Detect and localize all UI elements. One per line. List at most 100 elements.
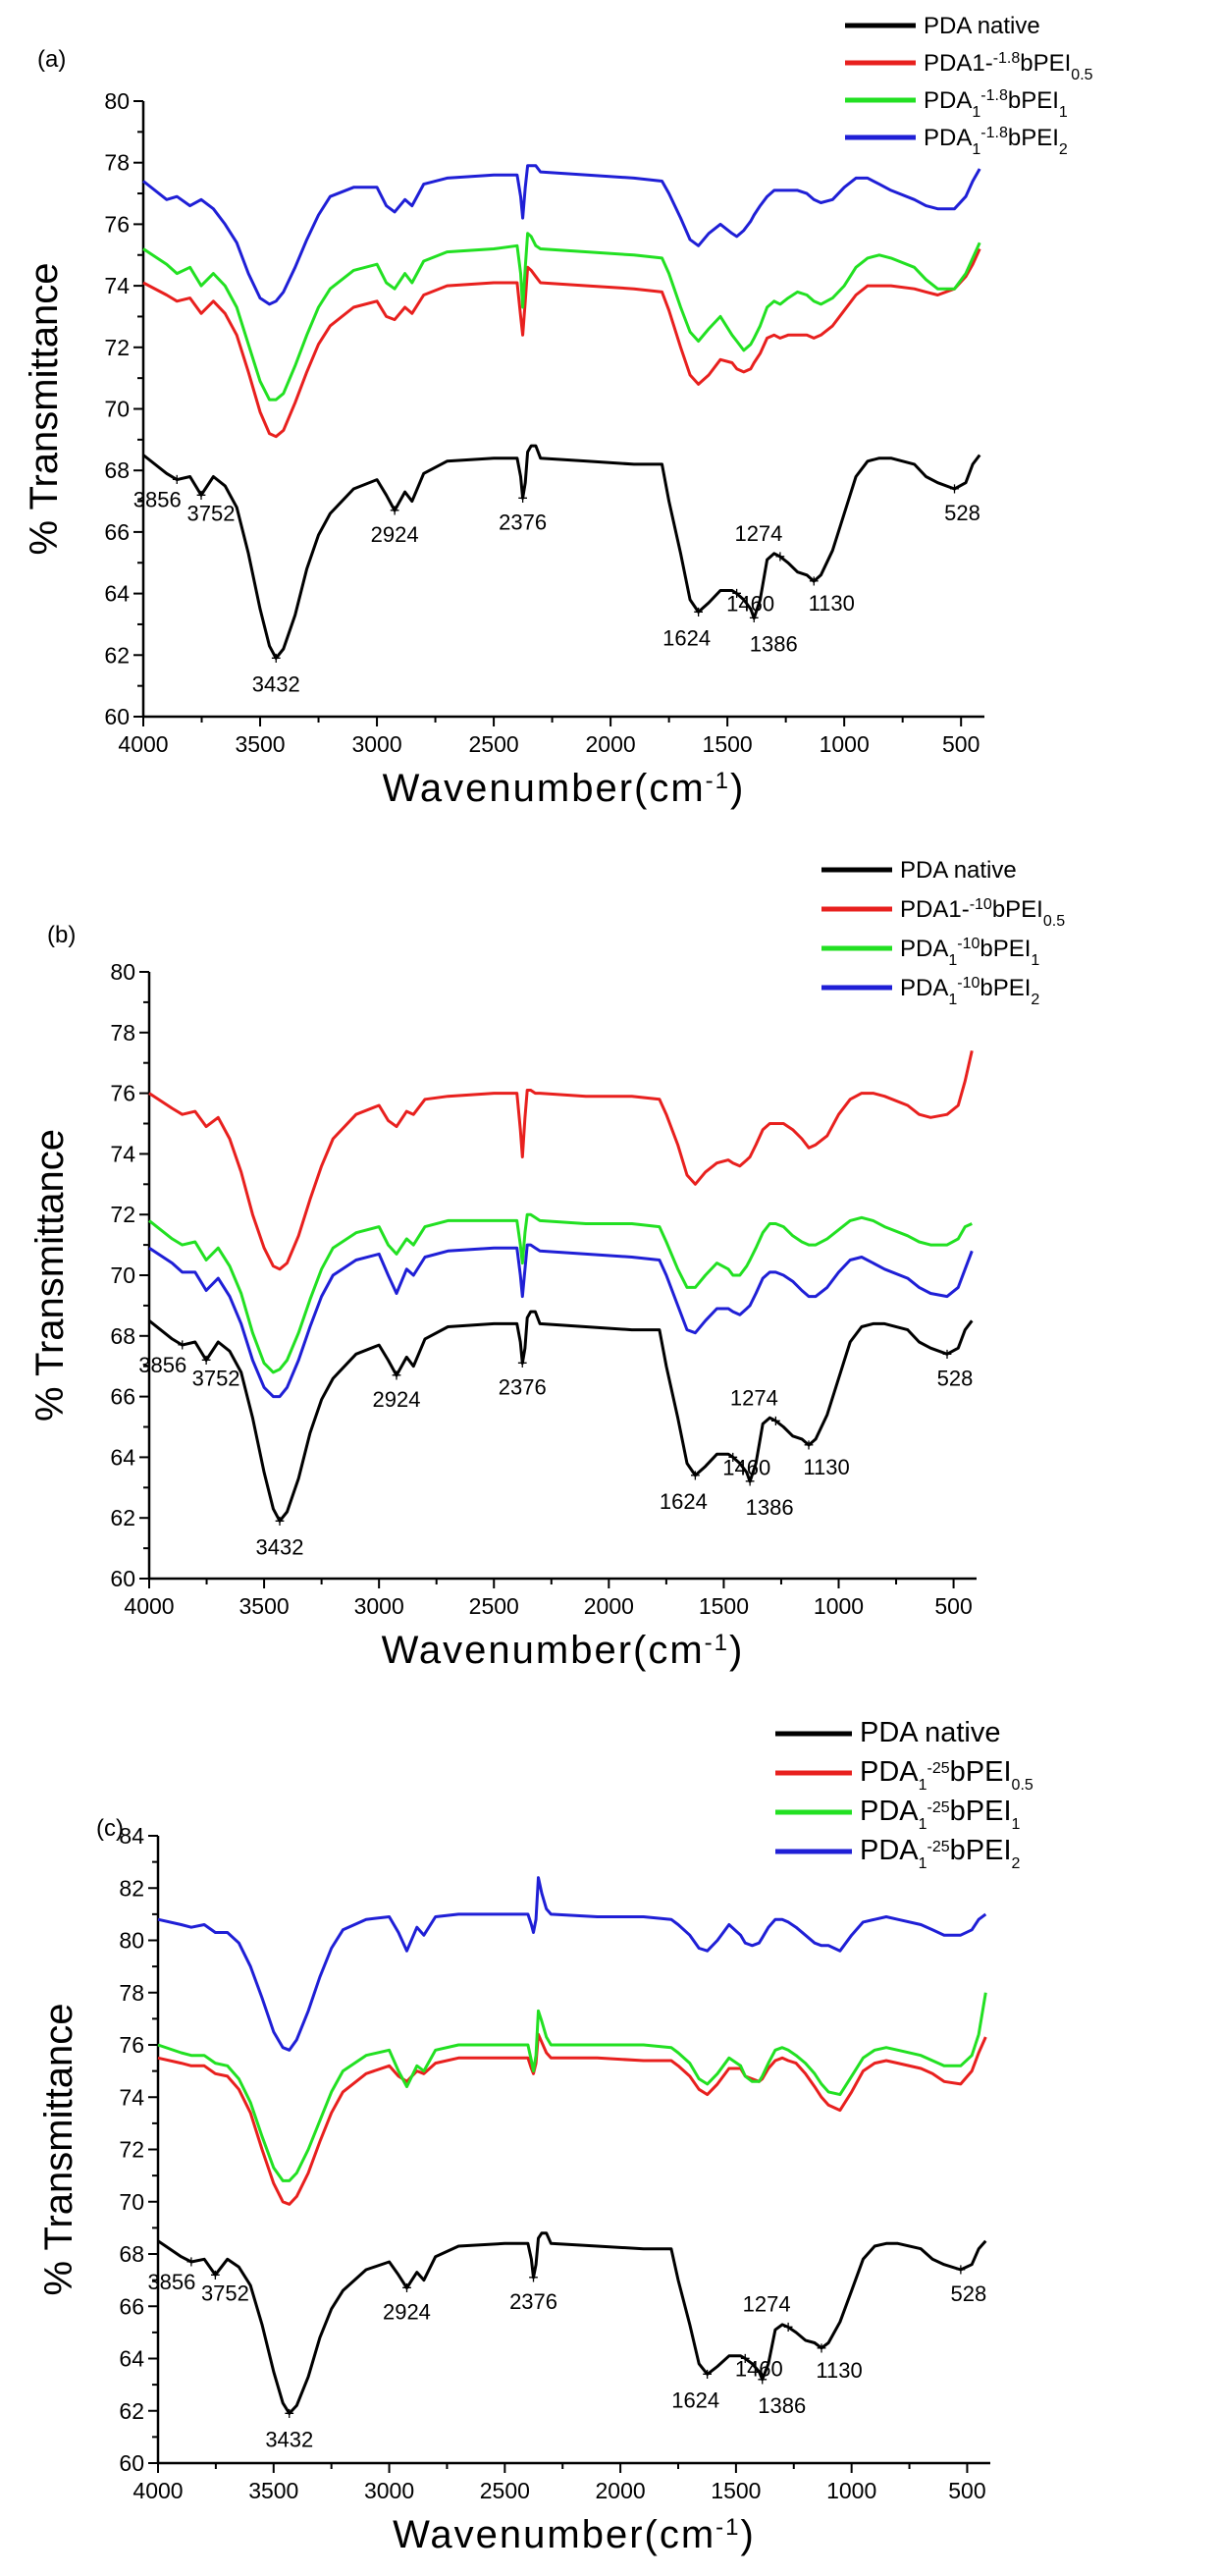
series-line-4 [157, 1876, 987, 2052]
series-line-3 [148, 1212, 973, 1374]
y-tick-label: 72 [110, 1202, 135, 1227]
peak-label: 2924 [372, 1387, 420, 1412]
peak-marker: + [517, 488, 528, 508]
peak-marker: + [749, 609, 760, 628]
series-line-3 [142, 232, 981, 402]
y-tick-label: 68 [119, 2241, 144, 2267]
peak-marker: + [392, 1366, 402, 1385]
peak-marker: + [728, 1447, 739, 1467]
peak-label: 3432 [265, 2427, 313, 2451]
x-tick-label: 3500 [235, 731, 285, 757]
peak-marker: + [949, 479, 960, 499]
x-tick-label: 3000 [354, 1593, 404, 1619]
peak-label: 1460 [735, 2357, 783, 2382]
y-tick-label: 68 [110, 1323, 135, 1349]
peak-marker: + [783, 2318, 794, 2337]
legend-label: PDA1-1.8bPEI1 [924, 87, 1068, 121]
legend-label: PDA1--1.8bPEI0.5 [924, 50, 1093, 83]
x-tick-label: 4000 [118, 731, 168, 757]
y-tick-label: 76 [119, 2032, 144, 2058]
x-axis-title: Wavenumber(cm-1) [383, 767, 746, 810]
y-tick-label: 78 [104, 150, 130, 176]
peak-label: 1130 [809, 591, 855, 616]
peak-marker: + [401, 2279, 412, 2298]
y-tick-label: 74 [119, 2084, 144, 2110]
legend-label: PDA1-1.8bPEI2 [924, 125, 1068, 158]
y-tick-label: 78 [110, 1020, 135, 1046]
series-line-4 [148, 1243, 974, 1399]
peak-label: 1274 [730, 1385, 778, 1410]
legend-label: PDA1--10bPEI0.5 [900, 896, 1065, 930]
y-tick-label: 74 [110, 1141, 135, 1166]
x-tick-label: 2000 [596, 2478, 646, 2503]
peak-marker: + [528, 2268, 539, 2287]
panel-label: (c) [96, 1815, 124, 1842]
x-tick-label: 500 [934, 1593, 972, 1619]
legend-label: PDA native [900, 857, 1017, 884]
series-line-2 [142, 247, 981, 439]
peak-marker: + [817, 2338, 827, 2358]
series-line-1 [157, 2231, 987, 2415]
x-tick-label: 1500 [699, 1593, 749, 1619]
y-axis-title: % Transmittance [23, 263, 66, 556]
peak-marker: + [809, 571, 820, 591]
peak-label: 1624 [671, 2388, 719, 2412]
peak-label: 2924 [371, 522, 419, 547]
peak-marker: + [770, 1411, 781, 1430]
y-tick-label: 68 [104, 457, 130, 483]
peak-label: 528 [950, 2281, 986, 2306]
peak-marker: + [702, 2364, 713, 2384]
peak-marker: + [390, 501, 400, 520]
peak-label: 3432 [252, 671, 300, 696]
x-tick-label: 1500 [703, 731, 753, 757]
peak-label: 3856 [138, 1353, 186, 1377]
y-tick-label: 60 [104, 704, 130, 729]
y-tick-label: 76 [104, 211, 130, 237]
legend-label: PDA native [860, 1717, 1000, 1748]
y-tick-label: 70 [104, 397, 130, 422]
peak-label: 1624 [660, 1489, 708, 1514]
x-tick-label: 500 [942, 731, 980, 757]
peak-label: 1386 [746, 1495, 794, 1520]
peak-marker: + [285, 2403, 295, 2423]
peak-marker: + [177, 1335, 187, 1355]
y-tick-label: 66 [119, 2293, 144, 2319]
x-tick-label: 2000 [584, 1593, 634, 1619]
y-tick-label: 80 [110, 959, 135, 985]
legend-label: PDA1-25bPEI2 [860, 1835, 1021, 1872]
x-tick-label: 4000 [132, 2478, 183, 2503]
peak-label: 2376 [499, 1375, 547, 1400]
peak-label: 1624 [662, 625, 711, 650]
peak-label: 3856 [133, 488, 182, 512]
peak-marker: + [775, 547, 786, 566]
y-tick-label: 60 [119, 2450, 144, 2476]
peak-label: 3752 [187, 501, 236, 525]
panel-2: (b) 4000 3500 3000 2500 2000 1500 1000 500 60 62 64… [28, 857, 1065, 1672]
panel-label: (a) [37, 46, 66, 73]
peak-marker: + [201, 1351, 212, 1370]
peak-marker: + [693, 602, 704, 621]
peak-marker: + [731, 584, 742, 604]
peak-label: 2924 [383, 2300, 431, 2325]
peak-marker: + [745, 1472, 756, 1491]
series-line-4 [142, 164, 981, 306]
peak-marker: + [210, 2265, 221, 2284]
series-line-1 [142, 444, 981, 660]
x-tick-label: 2500 [468, 731, 518, 757]
peak-label: 528 [937, 1366, 974, 1390]
peak-label: 528 [944, 501, 980, 525]
legend-label: PDA1-25bPEI0.5 [860, 1756, 1033, 1794]
x-tick-label: 2500 [480, 2478, 530, 2503]
peak-label: 1274 [743, 2292, 791, 2317]
y-tick-label: 64 [119, 2346, 144, 2372]
x-tick-label: 3000 [364, 2478, 414, 2503]
y-tick-label: 78 [119, 1980, 144, 2006]
peak-marker: + [757, 2370, 768, 2389]
x-tick-label: 3500 [238, 1593, 289, 1619]
series-line-1 [148, 1310, 974, 1523]
legend-label: PDA1-25bPEI1 [860, 1796, 1021, 1833]
y-tick-label: 66 [110, 1384, 135, 1410]
series-line-2 [148, 1049, 974, 1271]
y-tick-label: 70 [110, 1262, 135, 1288]
